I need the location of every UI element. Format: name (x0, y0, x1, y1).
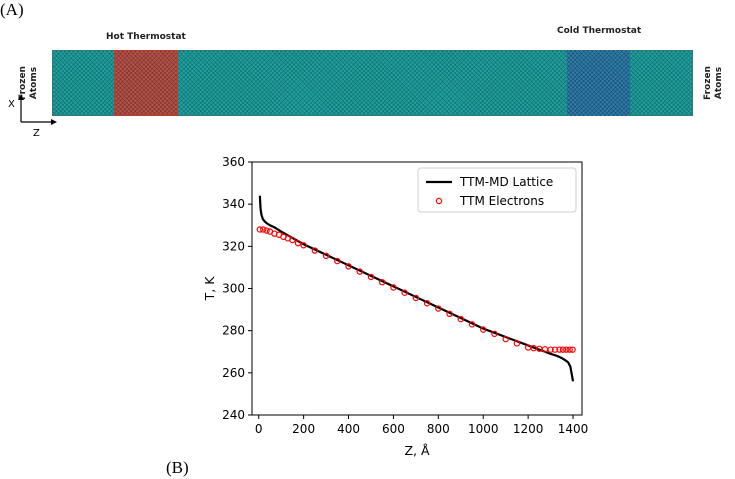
legend-entry-label: TTM Electrons (459, 194, 544, 208)
x-axis-title: Z, Å (404, 443, 430, 458)
electron-temperature-point (390, 284, 397, 291)
electron-temperature-point (289, 236, 296, 244)
electron-temperature-point (412, 294, 420, 302)
electron-temperature-point (356, 268, 363, 275)
panel-a-label: (A) (0, 0, 24, 19)
electron-temperature-point (294, 239, 302, 247)
axis-x-arrow-icon (18, 94, 24, 100)
hot-thermostat-label: Hot Thermostat (106, 32, 186, 42)
electron-temperature-point (563, 346, 570, 353)
y-tick-label: 320 (222, 239, 245, 253)
legend-frame (417, 167, 577, 213)
chart-legend: TTM-MD Lattice TTM Electrons (417, 167, 577, 213)
lattice-temperature-line (258, 195, 575, 382)
electron-temperature-point (468, 321, 476, 328)
y-tick-label: 280 (222, 324, 245, 338)
electron-temperature-point (551, 346, 559, 353)
electron-temperature-point (556, 346, 563, 353)
x-tick-label: 200 (292, 422, 315, 436)
legend-marker-swatch (435, 197, 443, 205)
electron-temperature-point (457, 315, 464, 323)
electron-temperature-point (547, 346, 554, 353)
y-tick-label: 300 (222, 282, 245, 296)
axis-x-label: X (8, 99, 15, 110)
y-axis-title: T, K (202, 276, 217, 302)
electron-temperature-point (311, 247, 319, 254)
electron-temperature-point (367, 273, 375, 281)
cold-thermostat-label: Cold Thermostat (557, 26, 642, 36)
x-tick-label: 600 (382, 422, 405, 436)
electron-temperature-point (260, 226, 267, 233)
electron-temperature-point (345, 263, 352, 270)
electron-temperature-point (513, 340, 521, 347)
y-tick-label: 260 (222, 366, 245, 380)
electron-temperature-point (322, 252, 330, 260)
y-tick-label: 240 (222, 408, 245, 422)
x-tick-label: 400 (337, 422, 360, 436)
x-tick-label: 0 (255, 422, 263, 436)
electron-temperature-point (446, 310, 453, 317)
electron-temperature-point (491, 330, 498, 338)
electron-temperature-point (379, 278, 386, 286)
chart-series-group (256, 195, 576, 382)
legend-entry-label: TTM-MD Lattice (459, 175, 553, 189)
electron-temperature-point (300, 242, 307, 249)
x-tick-label: 1200 (513, 422, 544, 436)
electron-temperature-point (263, 227, 270, 234)
x-tick-label: 1400 (558, 422, 589, 436)
y-tick-label: 360 (222, 155, 245, 169)
electron-temperature-point (435, 305, 442, 312)
axis-z-label: Z (33, 128, 40, 139)
electron-temperature-point (401, 289, 408, 296)
electron-temperature-point (480, 326, 487, 333)
electron-temperature-point (566, 346, 573, 353)
electron-temperature-point (256, 226, 264, 233)
electron-temperature-point (502, 335, 509, 343)
axis-z-arrow-icon (51, 119, 57, 125)
x-tick-label: 800 (427, 422, 450, 436)
electron-temperature-point (559, 346, 567, 353)
electron-temperature-point (569, 346, 576, 353)
x-tick-label: 1000 (468, 422, 499, 436)
y-tick-label: 340 (222, 197, 245, 211)
hot-thermostat-region (114, 50, 178, 116)
chart-axes-group: 0 200 400 600 800 1000 1200 1400 240 260 280 300 320… (222, 155, 588, 436)
panel-b-label: (B) (166, 458, 189, 477)
electron-temperature-point (423, 300, 431, 307)
electron-temperature-point (334, 257, 341, 265)
cold-thermostat-region (567, 50, 630, 116)
